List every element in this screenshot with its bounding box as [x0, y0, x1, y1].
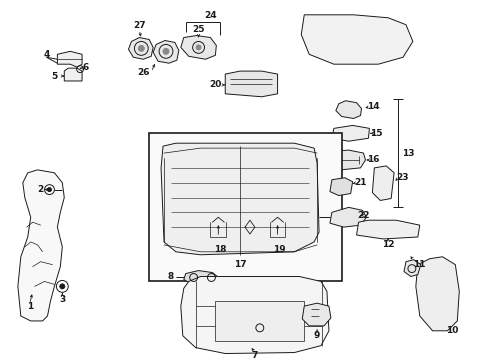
Polygon shape — [372, 166, 393, 201]
Polygon shape — [331, 125, 368, 141]
Text: 4: 4 — [43, 50, 50, 59]
Text: 7: 7 — [251, 351, 258, 360]
Text: 17: 17 — [233, 260, 246, 269]
Polygon shape — [302, 303, 330, 326]
Polygon shape — [356, 220, 419, 239]
Bar — [149, 133, 341, 282]
Circle shape — [47, 188, 51, 192]
Circle shape — [196, 45, 201, 50]
Text: 12: 12 — [381, 240, 394, 249]
Polygon shape — [329, 178, 352, 195]
Text: 11: 11 — [413, 260, 425, 269]
Text: 9: 9 — [313, 331, 320, 340]
Bar — [215, 301, 304, 341]
Polygon shape — [181, 276, 328, 354]
Text: 14: 14 — [366, 102, 379, 111]
Text: 3: 3 — [59, 295, 65, 304]
Text: 25: 25 — [192, 25, 204, 34]
Polygon shape — [18, 170, 64, 321]
Polygon shape — [64, 68, 82, 81]
Circle shape — [138, 45, 144, 51]
Text: 27: 27 — [133, 21, 145, 30]
Text: 26: 26 — [137, 68, 149, 77]
Text: 1: 1 — [26, 302, 33, 311]
Text: 15: 15 — [369, 129, 382, 138]
Text: 18: 18 — [214, 245, 226, 254]
Polygon shape — [225, 71, 277, 97]
Polygon shape — [335, 101, 361, 118]
Text: 10: 10 — [445, 326, 458, 335]
Text: 22: 22 — [357, 211, 369, 220]
Polygon shape — [326, 150, 365, 170]
Polygon shape — [161, 143, 318, 255]
Text: 16: 16 — [366, 156, 379, 165]
Text: 24: 24 — [203, 11, 216, 20]
Circle shape — [60, 284, 64, 289]
Polygon shape — [403, 260, 420, 276]
Text: 19: 19 — [273, 245, 285, 254]
Polygon shape — [183, 271, 217, 285]
Polygon shape — [415, 257, 458, 331]
Polygon shape — [57, 51, 82, 67]
Text: 6: 6 — [82, 63, 89, 72]
Polygon shape — [181, 36, 216, 59]
Text: 2: 2 — [38, 185, 43, 194]
Polygon shape — [128, 37, 153, 59]
Text: 5: 5 — [51, 72, 58, 81]
Polygon shape — [301, 15, 412, 64]
Circle shape — [163, 48, 169, 54]
Text: 21: 21 — [354, 178, 366, 187]
Text: 13: 13 — [401, 149, 413, 158]
Text: 23: 23 — [395, 173, 407, 182]
Polygon shape — [153, 40, 179, 63]
Text: 20: 20 — [209, 80, 221, 89]
Text: 8: 8 — [167, 272, 174, 281]
Polygon shape — [329, 207, 366, 227]
